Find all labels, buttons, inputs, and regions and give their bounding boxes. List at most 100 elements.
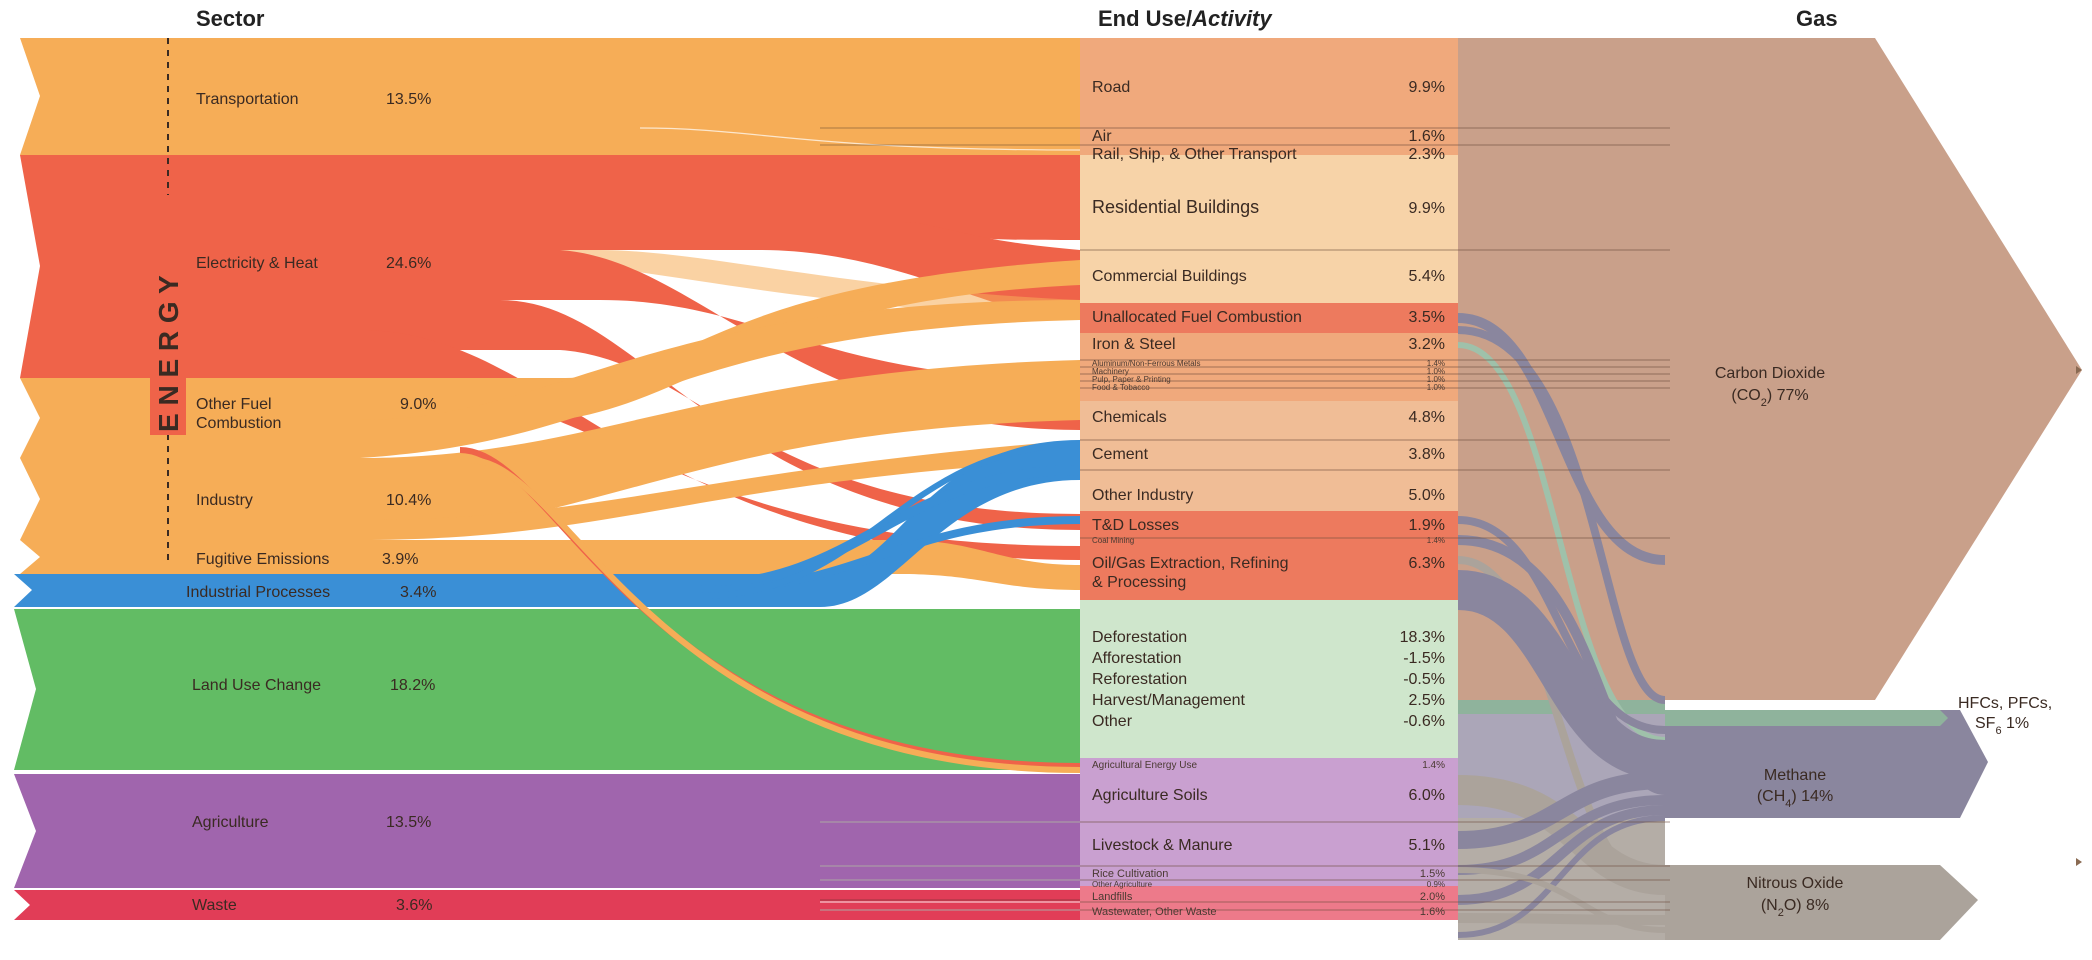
sector-name: Electricity & Heat bbox=[196, 255, 318, 272]
band-fugitive bbox=[20, 540, 360, 574]
sector-value: 13.5% bbox=[386, 814, 431, 831]
gas-formula: (CO2) 77% bbox=[1731, 387, 1808, 409]
end-use-value: 6.0% bbox=[1409, 787, 1445, 804]
end-use-name: Landfills bbox=[1092, 891, 1133, 903]
gas-name: Carbon Dioxide bbox=[1715, 365, 1825, 382]
end-use-value: 5.0% bbox=[1409, 487, 1445, 504]
end-use-name: Iron & Steel bbox=[1092, 336, 1176, 353]
sector-value: 9.0% bbox=[400, 396, 436, 413]
end-use-name: Oil/Gas Extraction, Refining bbox=[1092, 555, 1289, 572]
sector-name: Agriculture bbox=[192, 814, 269, 831]
energy-label-bg bbox=[150, 195, 186, 435]
end-use-value: 18.3% bbox=[1400, 629, 1445, 646]
end-use-value: 1.6% bbox=[1420, 906, 1445, 918]
end-use-value: 1.4% bbox=[1427, 536, 1445, 545]
sector-name: Fugitive Emissions bbox=[196, 551, 329, 568]
sector-name: Land Use Change bbox=[192, 677, 321, 694]
end-use-name: Food & Tobacco bbox=[1092, 383, 1150, 392]
sector-value: 18.2% bbox=[390, 677, 435, 694]
gas-header: Gas bbox=[1796, 6, 1838, 31]
band-transportation bbox=[20, 38, 360, 155]
end-use-value: 1.9% bbox=[1409, 517, 1445, 534]
end-use-value: 2.5% bbox=[1409, 692, 1445, 709]
end-use-value: 1.4% bbox=[1422, 760, 1445, 771]
end-use-name: Aluminum/Non-Ferrous Metals bbox=[1092, 359, 1200, 368]
end-use-value: 3.5% bbox=[1409, 309, 1445, 326]
end-use-name: Afforestation bbox=[1092, 650, 1182, 667]
end-use-value: -0.6% bbox=[1403, 713, 1445, 730]
band-land-use bbox=[14, 609, 360, 770]
end-use-name: Other Industry bbox=[1092, 487, 1193, 504]
gas-name: Methane bbox=[1764, 767, 1826, 784]
n2o-arrow bbox=[1665, 865, 1978, 940]
band-industrial-processes bbox=[14, 574, 360, 607]
end-use-name: Unallocated Fuel Combustion bbox=[1092, 309, 1302, 326]
end-use-name-line2: & Processing bbox=[1092, 574, 1186, 591]
sector-name: Transportation bbox=[196, 91, 299, 108]
sector-value: 10.4% bbox=[386, 492, 431, 509]
end-use-value: 0.9% bbox=[1427, 880, 1445, 889]
band-waste bbox=[14, 890, 360, 920]
end-use-name: T&D Losses bbox=[1092, 517, 1179, 534]
end-use-name: Reforestation bbox=[1092, 671, 1187, 688]
sector-header: Sector bbox=[196, 6, 265, 31]
sector-name: Waste bbox=[192, 897, 237, 914]
band-electricity-heat bbox=[20, 155, 360, 378]
sector-value: 3.9% bbox=[382, 551, 418, 568]
band-industry bbox=[20, 458, 360, 540]
middle-flows bbox=[360, 38, 1081, 920]
end-use-name: Agriculture Soils bbox=[1092, 787, 1208, 804]
end-use-value: 3.8% bbox=[1409, 446, 1445, 463]
end-use-name: Cement bbox=[1092, 446, 1149, 463]
sector-name: Industrial Processes bbox=[186, 584, 330, 601]
right-edge-marker bbox=[2076, 366, 2082, 374]
end-use-name: Other Agriculture bbox=[1092, 880, 1153, 889]
end-use-name: Chemicals bbox=[1092, 409, 1167, 426]
end-use-name: Harvest/Management bbox=[1092, 692, 1246, 709]
end-use-value: 1.4% bbox=[1427, 359, 1445, 368]
fgas-arrow bbox=[1665, 710, 1948, 726]
sector-value: 3.6% bbox=[396, 897, 432, 914]
end-use-value: 2.0% bbox=[1420, 891, 1445, 903]
sector-name: Industry bbox=[196, 492, 253, 509]
gas-cross-flows bbox=[1456, 313, 1667, 938]
end-use-labels: Road 9.9% Air 1.6% Rail, Ship, & Other T… bbox=[1092, 79, 1445, 918]
end-use-name: Livestock & Manure bbox=[1092, 837, 1233, 854]
sector-value: 24.6% bbox=[386, 255, 431, 272]
end-use-value: -1.5% bbox=[1403, 650, 1445, 667]
end-use-name: Machinery bbox=[1092, 367, 1129, 376]
sector-name: Other Fuel bbox=[196, 396, 272, 413]
end-use-name: Coal Mining bbox=[1092, 536, 1134, 545]
sector-value: 13.5% bbox=[386, 91, 431, 108]
end-use-value: 4.8% bbox=[1409, 409, 1445, 426]
end-use-name: Wastewater, Other Waste bbox=[1092, 906, 1217, 918]
gas-formula: (N2O) 8% bbox=[1761, 897, 1829, 919]
gas-name: HFCs, PFCs, bbox=[1958, 695, 2052, 712]
end-use-boxes bbox=[1080, 38, 1670, 920]
band-agriculture bbox=[14, 774, 360, 888]
end-use-value: 5.4% bbox=[1409, 268, 1445, 285]
end-use-value: 1.6% bbox=[1409, 128, 1445, 145]
ch4-arrow bbox=[1665, 710, 1988, 818]
gas-formula: SF6 1% bbox=[1975, 715, 2029, 737]
end-use-name: Air bbox=[1092, 128, 1112, 145]
end-use-value: 5.1% bbox=[1409, 837, 1445, 854]
end-use-value: 1.5% bbox=[1420, 868, 1445, 880]
end-use-name: Commercial Buildings bbox=[1092, 268, 1247, 285]
gas-labels: Carbon Dioxide (CO2) 77% HFCs, PFCs, SF6… bbox=[1715, 365, 2052, 919]
end-use-value: 9.9% bbox=[1409, 200, 1445, 217]
gas-name: Nitrous Oxide bbox=[1747, 875, 1844, 892]
end-use-name: Residential Buildings bbox=[1092, 197, 1259, 217]
end-use-value: 1.0% bbox=[1427, 375, 1445, 384]
end-use-name: Road bbox=[1092, 79, 1130, 96]
end-use-name: Other bbox=[1092, 713, 1133, 730]
end-use-name: Rail, Ship, & Other Transport bbox=[1092, 146, 1297, 163]
end-use-value: -0.5% bbox=[1403, 671, 1445, 688]
end-use-name: Agricultural Energy Use bbox=[1092, 760, 1197, 771]
end-use-value: 1.0% bbox=[1427, 367, 1445, 376]
end-use-value: 9.9% bbox=[1409, 79, 1445, 96]
end-use-name: Deforestation bbox=[1092, 629, 1187, 646]
sector-name-line2: Combustion bbox=[196, 415, 281, 432]
